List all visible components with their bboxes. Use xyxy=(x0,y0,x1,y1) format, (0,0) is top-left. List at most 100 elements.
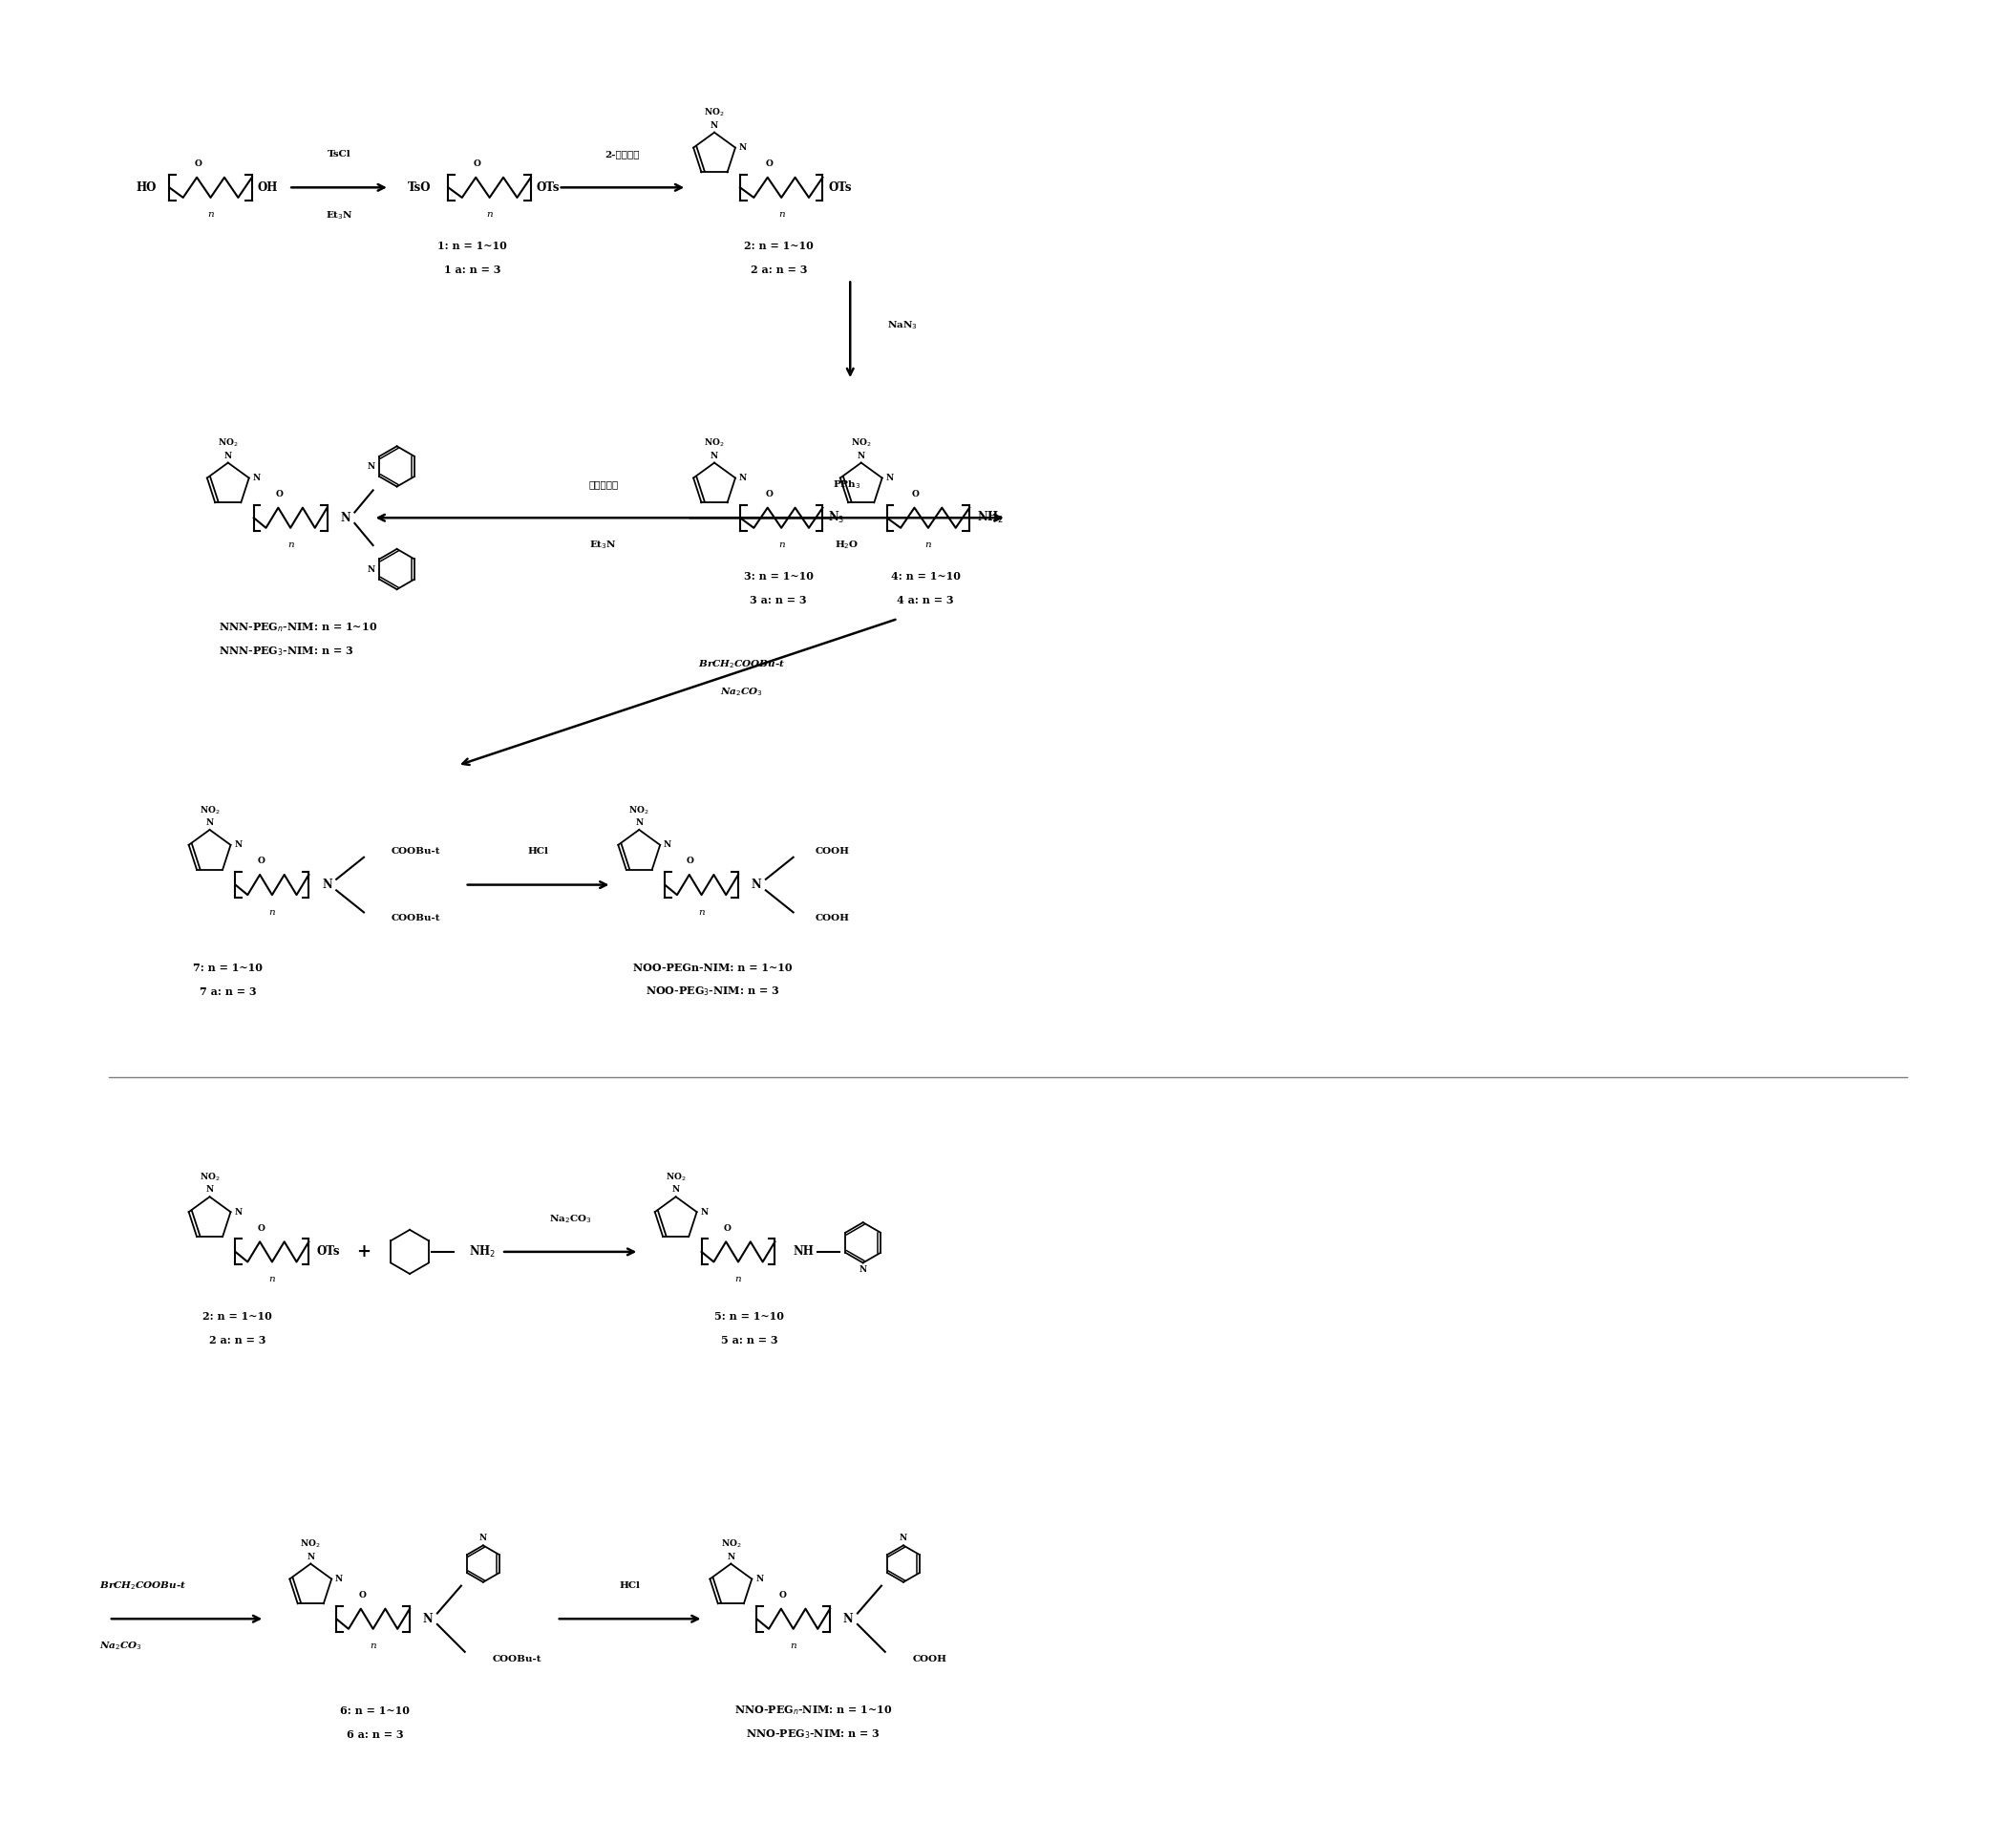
Text: N: N xyxy=(206,1185,214,1194)
Text: 2 a: n = 3: 2 a: n = 3 xyxy=(210,1334,266,1345)
Text: N: N xyxy=(367,564,375,573)
Text: 7: n = 1~10: 7: n = 1~10 xyxy=(194,962,262,973)
Text: N: N xyxy=(859,1266,867,1274)
Text: N: N xyxy=(480,1533,488,1543)
Text: N$_3$: N$_3$ xyxy=(829,511,845,525)
Text: 6: n = 1~10: 6: n = 1~10 xyxy=(341,1705,409,1716)
Text: 氯甲基吡啶: 氯甲基吡啶 xyxy=(589,481,619,488)
Text: n: n xyxy=(369,1642,377,1649)
Text: O: O xyxy=(258,1224,264,1233)
Text: 5: n = 1~10: 5: n = 1~10 xyxy=(714,1310,784,1321)
Text: n: n xyxy=(925,540,931,549)
Text: H$_2$O: H$_2$O xyxy=(835,540,859,551)
Text: N: N xyxy=(700,1207,708,1216)
Text: COOH: COOH xyxy=(814,848,849,855)
Text: 3 a: n = 3: 3 a: n = 3 xyxy=(750,595,806,606)
Text: Na$_2$CO$_3$: Na$_2$CO$_3$ xyxy=(99,1640,143,1653)
Text: NO$_2$: NO$_2$ xyxy=(704,437,724,450)
Text: TsO: TsO xyxy=(407,181,431,194)
Text: N: N xyxy=(341,512,351,523)
Text: N: N xyxy=(740,474,746,483)
Text: N: N xyxy=(367,463,375,470)
Text: COOBu-t: COOBu-t xyxy=(391,914,442,922)
Text: NH$_2$: NH$_2$ xyxy=(468,1244,496,1259)
Text: n: n xyxy=(736,1275,742,1283)
Text: n: n xyxy=(286,540,294,549)
Text: 2: n = 1~10: 2: n = 1~10 xyxy=(202,1310,272,1321)
Text: 2: n = 1~10: 2: n = 1~10 xyxy=(744,241,812,251)
Text: NO$_2$: NO$_2$ xyxy=(200,804,220,816)
Text: O: O xyxy=(276,490,282,499)
Text: n: n xyxy=(790,1642,796,1649)
Text: n: n xyxy=(208,210,214,219)
Text: NO$_2$: NO$_2$ xyxy=(720,1539,742,1550)
Text: NOO-PEG$_3$-NIM: n = 3: NOO-PEG$_3$-NIM: n = 3 xyxy=(645,984,780,997)
Text: N: N xyxy=(843,1613,853,1626)
Text: N: N xyxy=(752,879,762,890)
Text: N: N xyxy=(740,144,746,151)
Text: PPh$_3$: PPh$_3$ xyxy=(833,479,861,490)
Text: N: N xyxy=(710,122,718,129)
Text: O: O xyxy=(258,857,264,866)
Text: COOH: COOH xyxy=(913,1655,948,1664)
Text: NNN-PEG$_3$-NIM: n = 3: NNN-PEG$_3$-NIM: n = 3 xyxy=(220,645,353,658)
Text: COOBu-t: COOBu-t xyxy=(492,1655,542,1664)
Text: n: n xyxy=(778,540,784,549)
Text: N: N xyxy=(756,1574,764,1583)
Text: O: O xyxy=(359,1591,365,1600)
Text: n: n xyxy=(268,1275,276,1283)
Text: N: N xyxy=(663,840,671,850)
Text: NNO-PEG$_n$-NIM: n = 1~10: NNO-PEG$_n$-NIM: n = 1~10 xyxy=(734,1705,893,1718)
Text: 2 a: n = 3: 2 a: n = 3 xyxy=(750,265,806,275)
Text: COOBu-t: COOBu-t xyxy=(391,848,442,855)
Text: 1 a: n = 3: 1 a: n = 3 xyxy=(444,265,500,275)
Text: NH$_2$: NH$_2$ xyxy=(978,511,1004,525)
Text: O: O xyxy=(911,490,919,499)
Text: Et$_3$N: Et$_3$N xyxy=(589,540,617,551)
Text: N: N xyxy=(728,1552,734,1561)
Text: O: O xyxy=(474,160,482,168)
Text: 5 a: n = 3: 5 a: n = 3 xyxy=(722,1334,778,1345)
Text: NO$_2$: NO$_2$ xyxy=(851,437,871,450)
Text: Et$_3$N: Et$_3$N xyxy=(325,208,353,221)
Text: O: O xyxy=(766,160,772,168)
Text: NaN$_3$: NaN$_3$ xyxy=(887,319,917,332)
Text: BrCH$_2$COOBu-t: BrCH$_2$COOBu-t xyxy=(698,658,786,671)
Text: 1: n = 1~10: 1: n = 1~10 xyxy=(437,241,506,251)
Text: HO: HO xyxy=(137,181,157,194)
Text: N: N xyxy=(423,1613,433,1626)
Text: NO$_2$: NO$_2$ xyxy=(665,1170,685,1183)
Text: n: n xyxy=(778,210,784,219)
Text: NO$_2$: NO$_2$ xyxy=(300,1539,321,1550)
Text: N: N xyxy=(710,452,718,461)
Text: 3: n = 1~10: 3: n = 1~10 xyxy=(744,571,812,582)
Text: N: N xyxy=(335,1574,343,1583)
Text: OTs: OTs xyxy=(829,181,851,194)
Text: NO$_2$: NO$_2$ xyxy=(218,437,238,450)
Text: N: N xyxy=(857,452,865,461)
Text: N: N xyxy=(885,474,893,483)
Text: NO$_2$: NO$_2$ xyxy=(200,1170,220,1183)
Text: N: N xyxy=(252,474,260,483)
Text: 4 a: n = 3: 4 a: n = 3 xyxy=(897,595,954,606)
Text: NO$_2$: NO$_2$ xyxy=(629,804,649,816)
Text: OH: OH xyxy=(258,181,278,194)
Text: N: N xyxy=(899,1533,907,1543)
Text: N: N xyxy=(671,1185,679,1194)
Text: OTs: OTs xyxy=(317,1246,339,1259)
Text: O: O xyxy=(778,1591,786,1600)
Text: N: N xyxy=(224,452,232,461)
Text: O: O xyxy=(724,1224,732,1233)
Text: NO$_2$: NO$_2$ xyxy=(704,107,724,118)
Text: n: n xyxy=(486,210,492,219)
Text: N: N xyxy=(234,1207,242,1216)
Text: NNN-PEG$_n$-NIM: n = 1~10: NNN-PEG$_n$-NIM: n = 1~10 xyxy=(220,621,377,634)
Text: OTs: OTs xyxy=(536,181,560,194)
Text: NNO-PEG$_3$-NIM: n = 3: NNO-PEG$_3$-NIM: n = 3 xyxy=(746,1729,881,1742)
Text: N: N xyxy=(635,818,643,828)
Text: n: n xyxy=(698,909,706,916)
Text: HCl: HCl xyxy=(619,1581,641,1591)
Text: HCl: HCl xyxy=(528,848,548,855)
Text: O: O xyxy=(766,490,772,499)
Text: Na$_2$CO$_3$: Na$_2$CO$_3$ xyxy=(548,1213,591,1226)
